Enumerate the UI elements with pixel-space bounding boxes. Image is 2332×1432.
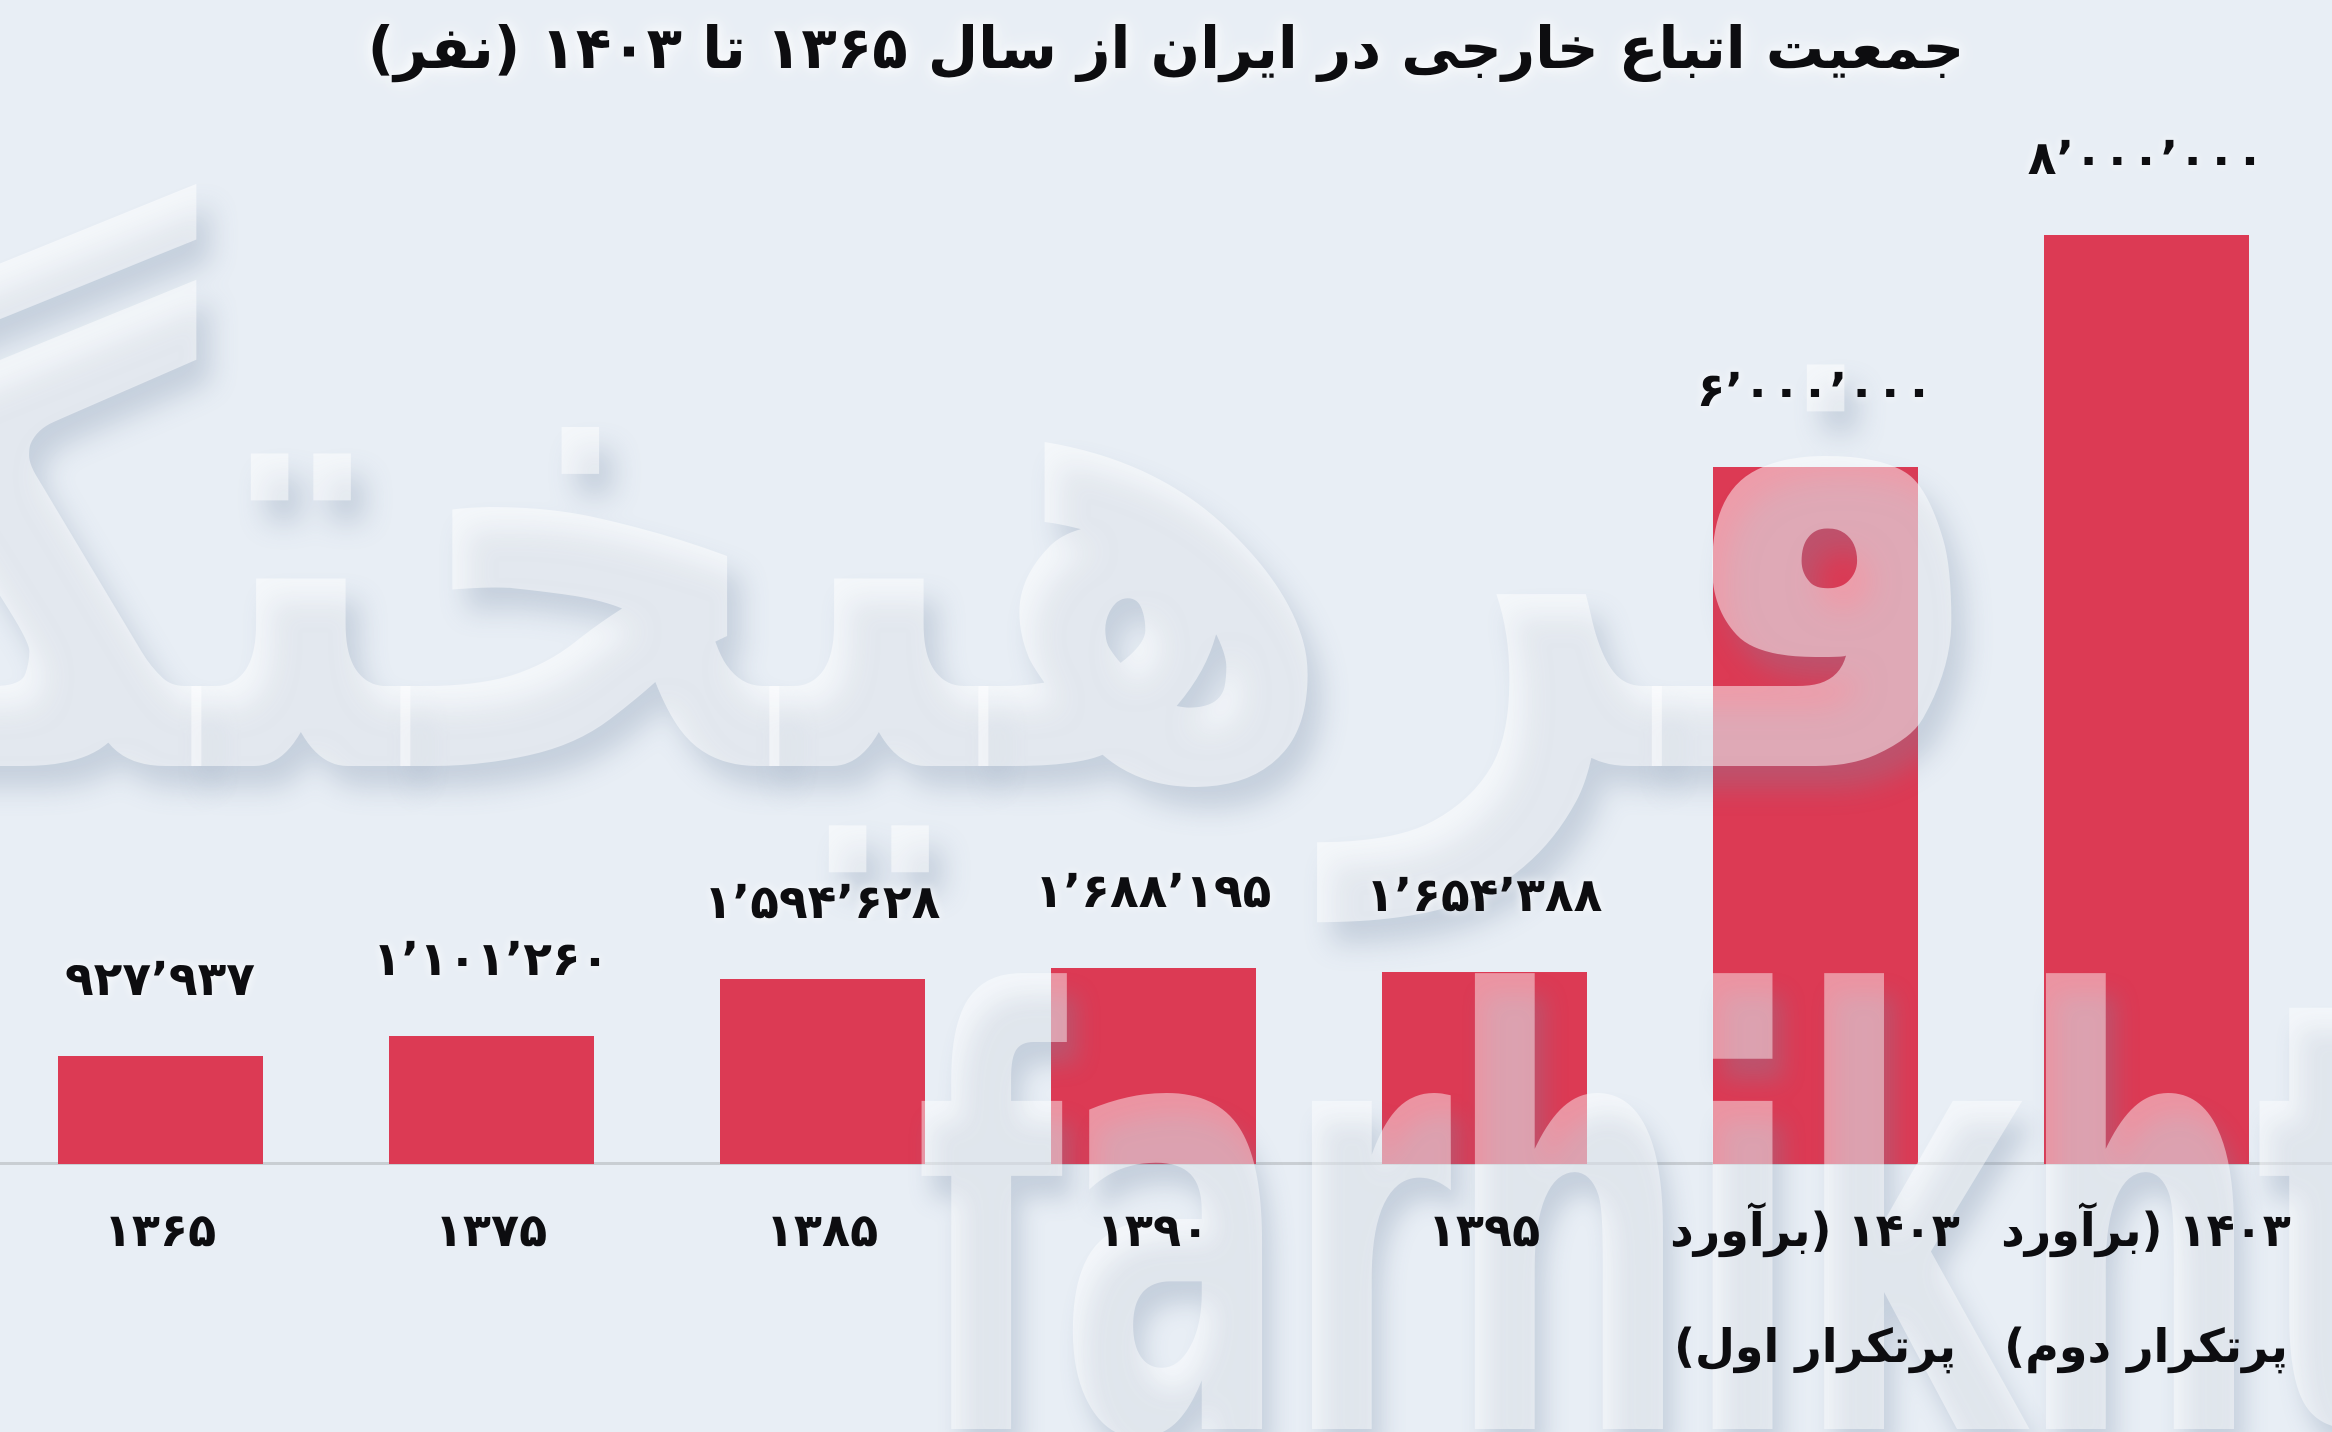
x-axis-tick-label: ۱۳۹۵ xyxy=(1427,1203,1541,1257)
bar-value-label: ۶٬۰۰۰٬۰۰۰ xyxy=(1696,363,1934,418)
x-axis-tick-label: ۱۳۶۵ xyxy=(103,1203,217,1257)
bar xyxy=(57,1056,263,1164)
bar xyxy=(1050,968,1256,1164)
bar-value-label: ۱٬۶۸۸٬۱۹۵ xyxy=(1034,864,1272,919)
bar-value-label: ۸٬۰۰۰٬۰۰۰ xyxy=(2027,131,2265,186)
chart-title: جمعیت اتباع خارجی در ایران از سال ۱۳۶۵ ت… xyxy=(367,14,1965,82)
x-axis-tick-label: پرتکرار اول) xyxy=(1673,1319,1957,1373)
bar xyxy=(388,1036,594,1164)
x-axis-tick-label: ۱۳۷۵ xyxy=(434,1203,548,1257)
bar xyxy=(2043,235,2249,1164)
bar xyxy=(719,979,925,1164)
bar xyxy=(1381,972,1587,1164)
x-axis-tick-label: ۱۳۹۰ xyxy=(1096,1203,1210,1257)
x-axis-tick-label: ۱۳۸۵ xyxy=(765,1203,879,1257)
watermark-persian-text: فرهیختگان xyxy=(0,172,1992,917)
x-axis-tick-label: ۱۴۰۳ (برآورد xyxy=(2001,1203,2291,1257)
bar-value-label: ۱٬۱۰۱٬۲۶۰ xyxy=(372,932,610,987)
x-axis-tick-label: پرتکرار دوم) xyxy=(2004,1319,2288,1373)
bar-value-label: ۱٬۶۵۴٬۳۸۸ xyxy=(1365,868,1603,923)
bar-value-label: ۱٬۵۹۴٬۶۲۸ xyxy=(703,875,941,930)
bar-value-label: ۹۲۷٬۹۳۷ xyxy=(65,952,255,1007)
watermark-persian: فرهیختگان xyxy=(0,225,2332,865)
x-axis-tick-label: ۱۴۰۳ (برآورد xyxy=(1670,1203,1960,1257)
bar xyxy=(1712,467,1918,1164)
